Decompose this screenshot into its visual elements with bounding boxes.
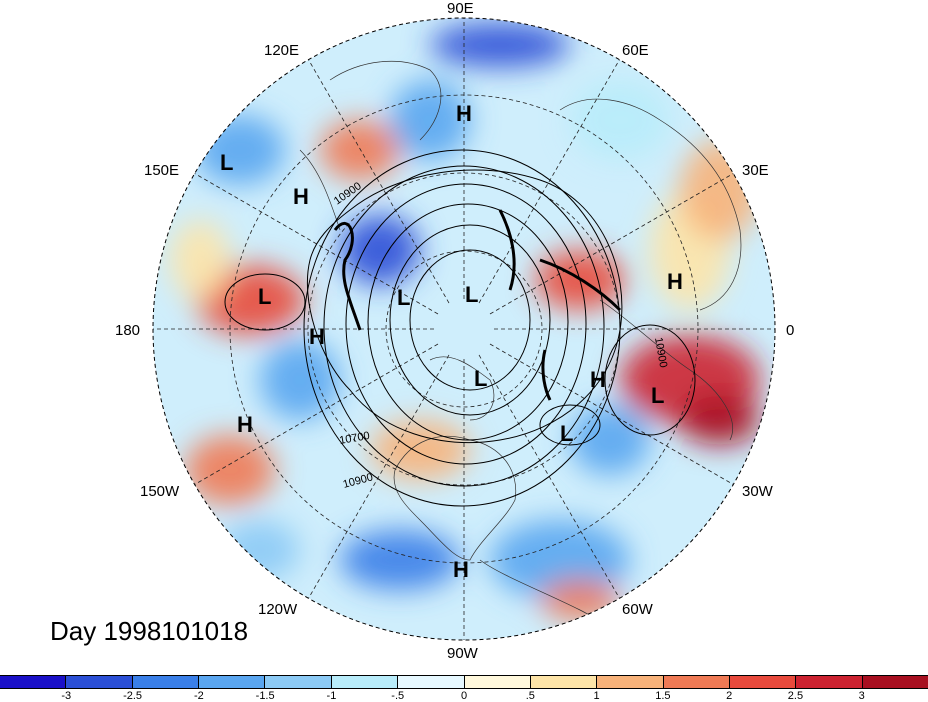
colorbar-tick-label: .5 [525,690,535,702]
colorbar-tick-label: -.5 [391,690,405,702]
high-center-marker: H [590,367,606,392]
colorbar-tick-label: -3 [61,690,72,702]
lon-label-150w: 150W [140,483,180,500]
low-center-marker: L [474,366,487,391]
high-center-marker: H [456,101,472,126]
colorbar-tick-label: 2.5 [787,690,804,702]
colorbar-tick-label: -1.5 [255,690,275,702]
colorbar-swatch [66,676,133,688]
height-contours [224,149,696,507]
polar-map: 10900 10700 10900 10900 H L H L H H L L … [115,0,794,662]
lon-label-120e: 120E [264,42,299,59]
colorbar [0,675,928,689]
colorbar-swatch [530,676,598,688]
colorbar-tick-label: 1.5 [655,690,671,702]
low-center-marker: L [465,282,478,307]
colorbar-swatch [597,676,664,688]
colorbar-swatch [796,676,863,688]
lon-label-60w: 60W [622,601,654,618]
low-center-marker: L [397,285,410,310]
colorbar-swatch [464,676,531,688]
colorbar-tick-label: -1 [326,690,337,702]
colorbar-swatch [265,676,332,688]
low-center-marker: L [651,383,664,408]
contour-label: 10700 [338,430,370,447]
anomaly-field [153,18,775,640]
colorbar-swatch [331,676,399,688]
lon-label-150e: 150E [144,162,179,179]
colorbar-tick-label: 2 [726,690,733,702]
colorbar-swatch [729,676,797,688]
lon-label-30w: 30W [742,483,774,500]
high-center-marker: H [453,557,469,582]
low-center-marker: L [258,284,271,309]
lon-label-120w: 120W [258,601,298,618]
colorbar-swatch [0,676,67,688]
colorbar-tick-label: -2 [193,690,204,702]
low-center-marker: L [220,150,233,175]
high-center-marker: H [237,412,253,437]
colorbar-tick-label: 0 [460,690,468,702]
colorbar-ticks: -3 -2.5 -2 -1.5 -1 -.5 0 .5 1 1.5 2 2.5 3 [0,690,928,702]
map-title: Day 1998101018 [50,616,249,646]
lon-label-0: 0 [786,322,794,339]
map-boundary [152,17,776,641]
low-center-marker: L [560,421,573,446]
lon-label-180: 180 [115,322,140,339]
lon-label-30e: 30E [742,162,769,179]
contour-label: 10900 [652,336,669,368]
lon-label-90e: 90E [447,0,474,17]
high-center-marker: H [667,269,683,294]
colorbar-swatch [199,676,266,688]
colorbar-swatch [663,676,730,688]
lon-label-60e: 60E [622,42,649,59]
coastlines [299,60,742,640]
colorbar-swatch [132,676,200,688]
high-center-marker: H [309,324,325,349]
colorbar-tick-label: 1 [593,690,600,702]
high-center-marker: H [293,184,309,209]
colorbar-tick-label: -2.5 [123,690,143,702]
colorbar-swatch [398,676,465,688]
pressure-centers: H L H L H H L L L H H L L H H [220,101,683,582]
colorbar-tick-label: 3 [858,690,865,702]
longitude-labels: 90E 60E 30E 0 30W 60W 90W 120W 150W 180 … [115,0,794,662]
lon-label-90w: 90W [447,645,479,662]
colorbar-swatch [862,676,928,688]
